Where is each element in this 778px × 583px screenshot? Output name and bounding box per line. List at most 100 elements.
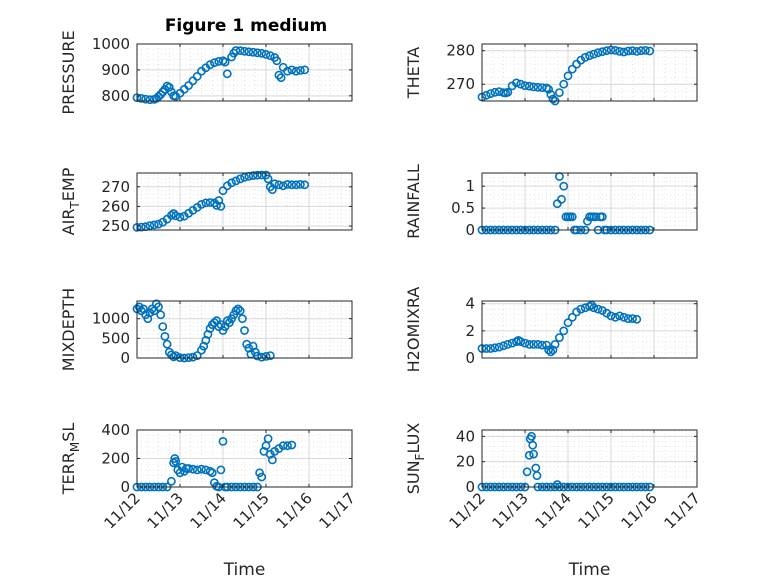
y-tick-label: 200 xyxy=(101,450,130,468)
data-point xyxy=(171,456,181,466)
data-point xyxy=(619,47,629,57)
data-point xyxy=(598,212,607,222)
data-point xyxy=(231,306,241,316)
minor-grid xyxy=(482,301,697,358)
data-point xyxy=(548,94,558,104)
data-point xyxy=(524,339,534,349)
subplot-theta: 270 280 THETA xyxy=(404,42,698,106)
data-point xyxy=(567,312,577,322)
data-point xyxy=(295,179,305,189)
data-point xyxy=(171,211,181,221)
data-point xyxy=(283,179,292,189)
data-point xyxy=(235,46,245,56)
data-point xyxy=(235,306,245,316)
data-point xyxy=(291,180,301,190)
data-point xyxy=(166,476,176,486)
data-point xyxy=(520,81,530,90)
data-point xyxy=(201,198,211,208)
data-point xyxy=(593,48,603,58)
data-point xyxy=(615,311,624,321)
data-point xyxy=(248,171,258,180)
y-tick-label: 0.5 xyxy=(451,199,475,217)
data-point xyxy=(169,209,178,218)
data-point xyxy=(205,60,215,70)
data-point xyxy=(261,50,271,59)
y-axis-label: TERRMSL xyxy=(59,423,82,496)
data-point xyxy=(615,47,624,56)
data-point xyxy=(481,90,491,100)
data-point xyxy=(263,174,273,184)
data-point xyxy=(272,56,282,66)
data-point xyxy=(567,64,577,74)
x-tick-label: 11/13 xyxy=(489,489,532,532)
y-axis-label: THETA xyxy=(404,47,423,99)
y-tick-label: 900 xyxy=(101,61,130,79)
major-grid xyxy=(137,173,352,230)
y-axis-label: MIXDEPTH xyxy=(59,288,78,371)
data-point xyxy=(231,176,241,186)
y-tick-label: 40 xyxy=(456,427,475,445)
y-axis-label: H2OMIXRA xyxy=(404,287,423,373)
data-point xyxy=(166,210,176,220)
y-tick-label: 2 xyxy=(465,322,475,340)
minor-grid xyxy=(482,44,697,101)
data-point xyxy=(267,455,277,465)
data-point xyxy=(231,46,241,55)
data-point xyxy=(255,468,264,478)
y-tick-label: 1000 xyxy=(92,35,130,53)
y-tick-label: 270 xyxy=(101,178,130,196)
data-point xyxy=(300,180,310,190)
data-point xyxy=(481,344,491,353)
data-point xyxy=(257,352,267,362)
y-tick-label: 260 xyxy=(101,197,130,215)
data-point xyxy=(589,303,599,313)
data-point xyxy=(278,441,288,451)
minor-grid xyxy=(137,301,352,358)
data-point xyxy=(252,351,262,361)
figure-title: Figure 1 medium xyxy=(165,16,327,36)
data-point xyxy=(240,172,249,182)
data-point xyxy=(559,79,569,89)
data-point xyxy=(257,472,267,482)
data-point xyxy=(218,186,228,196)
data-point xyxy=(171,351,181,360)
data-point xyxy=(235,174,245,184)
x-axis-label: Time xyxy=(568,560,611,580)
y-tick-label: 0 xyxy=(120,478,130,496)
data-point xyxy=(184,464,193,473)
data-point xyxy=(537,340,547,350)
data-point xyxy=(158,322,168,331)
data-point xyxy=(192,465,202,475)
subplot-h2omixra: 0 2 4 H2OMIXRA xyxy=(404,287,698,373)
y-tick-label: 0 xyxy=(465,349,475,367)
major-grid xyxy=(482,430,697,487)
data-point xyxy=(162,339,172,349)
data-point xyxy=(544,84,553,94)
data-point xyxy=(295,66,305,75)
data-point xyxy=(610,312,620,322)
data-point xyxy=(252,170,262,180)
x-tick-label: 11/16 xyxy=(273,489,316,532)
x-tick-label: 11/16 xyxy=(618,489,661,532)
data-point xyxy=(528,440,538,450)
data-point xyxy=(610,46,620,55)
data-point xyxy=(567,212,577,222)
data-point xyxy=(524,450,534,460)
x-tick-label: 11/17 xyxy=(661,489,704,532)
data-point xyxy=(164,82,174,92)
data-point xyxy=(533,82,543,92)
data-point xyxy=(175,212,185,222)
y-tick-label: 400 xyxy=(101,421,130,439)
y-tick-label: 800 xyxy=(101,87,130,105)
data-point xyxy=(188,464,198,474)
y-tick-label: 0 xyxy=(465,221,475,239)
data-point xyxy=(192,351,202,360)
data-point xyxy=(300,65,310,75)
data-point xyxy=(222,69,232,79)
minor-grid xyxy=(137,44,352,101)
data-point xyxy=(283,66,292,76)
data-point xyxy=(274,180,284,190)
data-point xyxy=(222,316,232,326)
